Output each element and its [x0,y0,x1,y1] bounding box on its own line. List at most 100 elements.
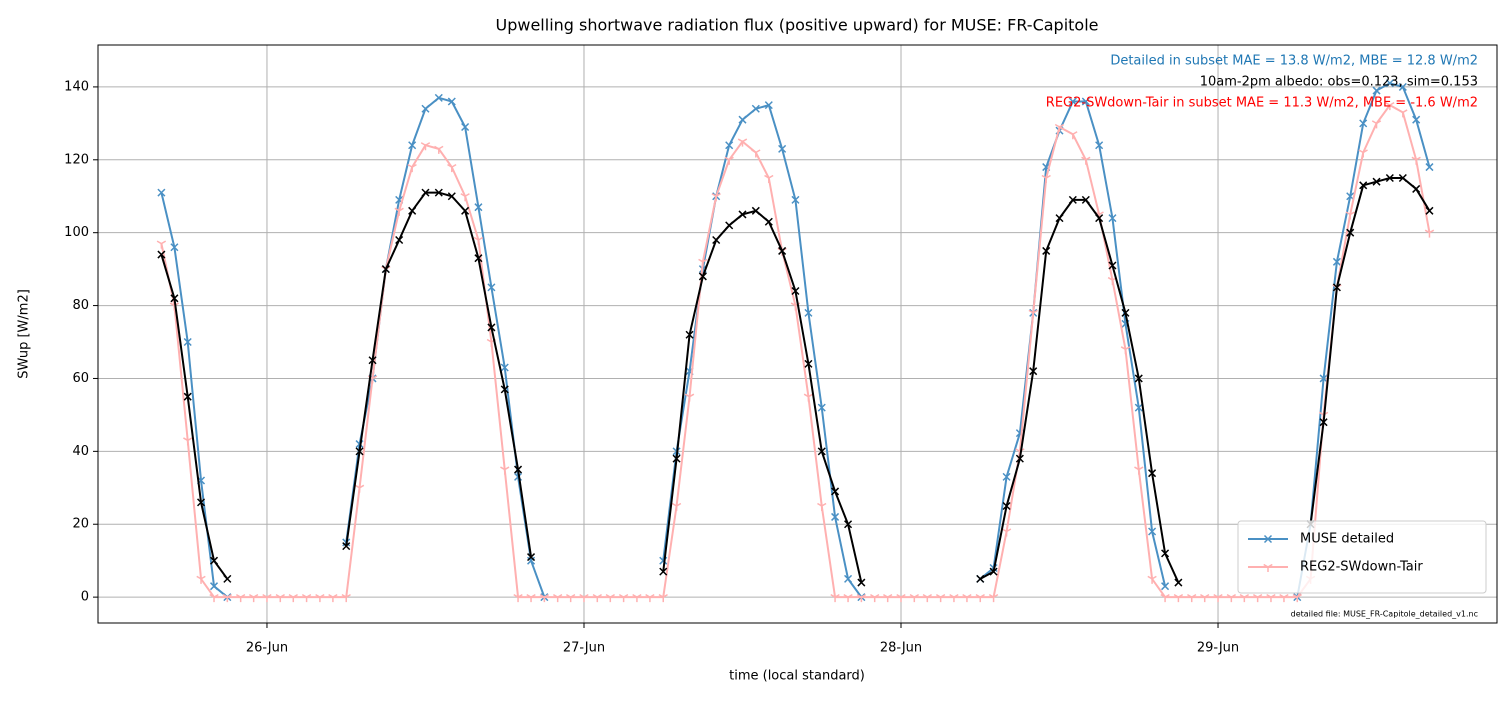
data-point [341,593,351,603]
data-point [354,484,365,493]
data-point [1015,454,1024,463]
data-point [1121,308,1130,317]
data-point [395,235,404,245]
y-tick-label: 60 [72,371,89,386]
data-point [1385,101,1395,111]
data-point [817,403,826,412]
data-point [844,574,853,583]
data-point [632,593,642,603]
data-point [883,593,893,603]
data-point [672,454,681,463]
data-point [434,188,443,197]
y-tick-label: 140 [64,79,89,94]
data-point [975,593,985,603]
data-point [1398,82,1407,91]
data-point [355,447,364,456]
data-point [183,437,193,446]
data-point [1055,214,1064,223]
data-point [1081,156,1091,165]
data-point [843,593,853,603]
data-point [487,323,496,332]
data-point [1081,195,1090,204]
data-point [1358,149,1368,158]
data-point [1252,593,1263,603]
data-point [830,593,840,603]
series [157,173,1434,587]
data-point [500,363,509,372]
data-point [1346,228,1355,237]
data-point [315,593,325,603]
data-point [157,250,166,259]
data-point [248,593,259,603]
data-point [751,104,760,113]
data-point [803,393,814,402]
data-point [658,593,668,603]
data-point [156,240,167,249]
data-point [1412,115,1421,124]
data-point [738,115,747,124]
data-point [196,575,206,584]
data-point [420,142,431,151]
data-point [791,195,800,204]
data-point [447,163,457,173]
y-tick-label: 0 [81,590,89,605]
data-point [1266,593,1276,603]
data-point [949,593,959,603]
data-point [328,593,338,603]
data-point [605,593,615,603]
data-point [831,487,840,496]
data-point [1134,374,1143,383]
legend-label: REG2-SWdown-Tair [1300,560,1423,575]
data-point [725,141,734,150]
data-point [500,466,510,475]
data-point [1068,195,1077,204]
series [157,79,1434,602]
data-point [896,593,906,603]
data-point [989,567,998,576]
data-point [1002,501,1011,511]
data-point [1292,593,1302,603]
data-point [1359,181,1368,190]
data-point [1213,593,1223,603]
y-axis-label: SWup [W/m2] [17,289,32,379]
legend-marker [1263,534,1273,544]
data-point [671,502,682,512]
data-point [1385,173,1394,183]
data-point [962,593,972,603]
data-point [1385,79,1394,88]
data-point [526,593,536,603]
data-point [209,582,219,591]
data-point [645,593,655,603]
data-point [1108,214,1117,223]
legend-label: MUSE detailed [1300,532,1394,547]
data-point [487,283,496,292]
x-tick-label: 27-Jun [563,641,605,656]
data-point [1095,141,1104,150]
data-point [1148,527,1157,536]
x-tick-label: 28-Jun [880,641,922,656]
data-point [514,465,523,474]
data-point [685,330,694,339]
annotation: Detailed in subset MAE = 13.8 W/m2, MBE … [1110,54,1478,69]
data-point [1371,120,1382,129]
data-point [1161,549,1170,558]
data-point [408,141,417,150]
data-point [817,447,826,456]
data-point [1173,593,1184,603]
data-point [579,593,589,603]
data-point [1042,246,1051,255]
data-point [1411,156,1421,165]
data-point [1002,472,1011,481]
data-point [1028,309,1038,318]
data-point [711,193,721,202]
data-point [1345,211,1355,220]
data-point [157,188,166,197]
y-tick-label: 20 [72,517,89,532]
data-point [1029,367,1038,376]
data-point [381,265,390,274]
data-point [1372,177,1381,186]
data-point [1068,131,1078,140]
annotation: 10am-2pm albedo: obs=0.123, sim=0.153 [1200,75,1478,90]
data-point [209,556,219,565]
data-point [1120,346,1131,355]
